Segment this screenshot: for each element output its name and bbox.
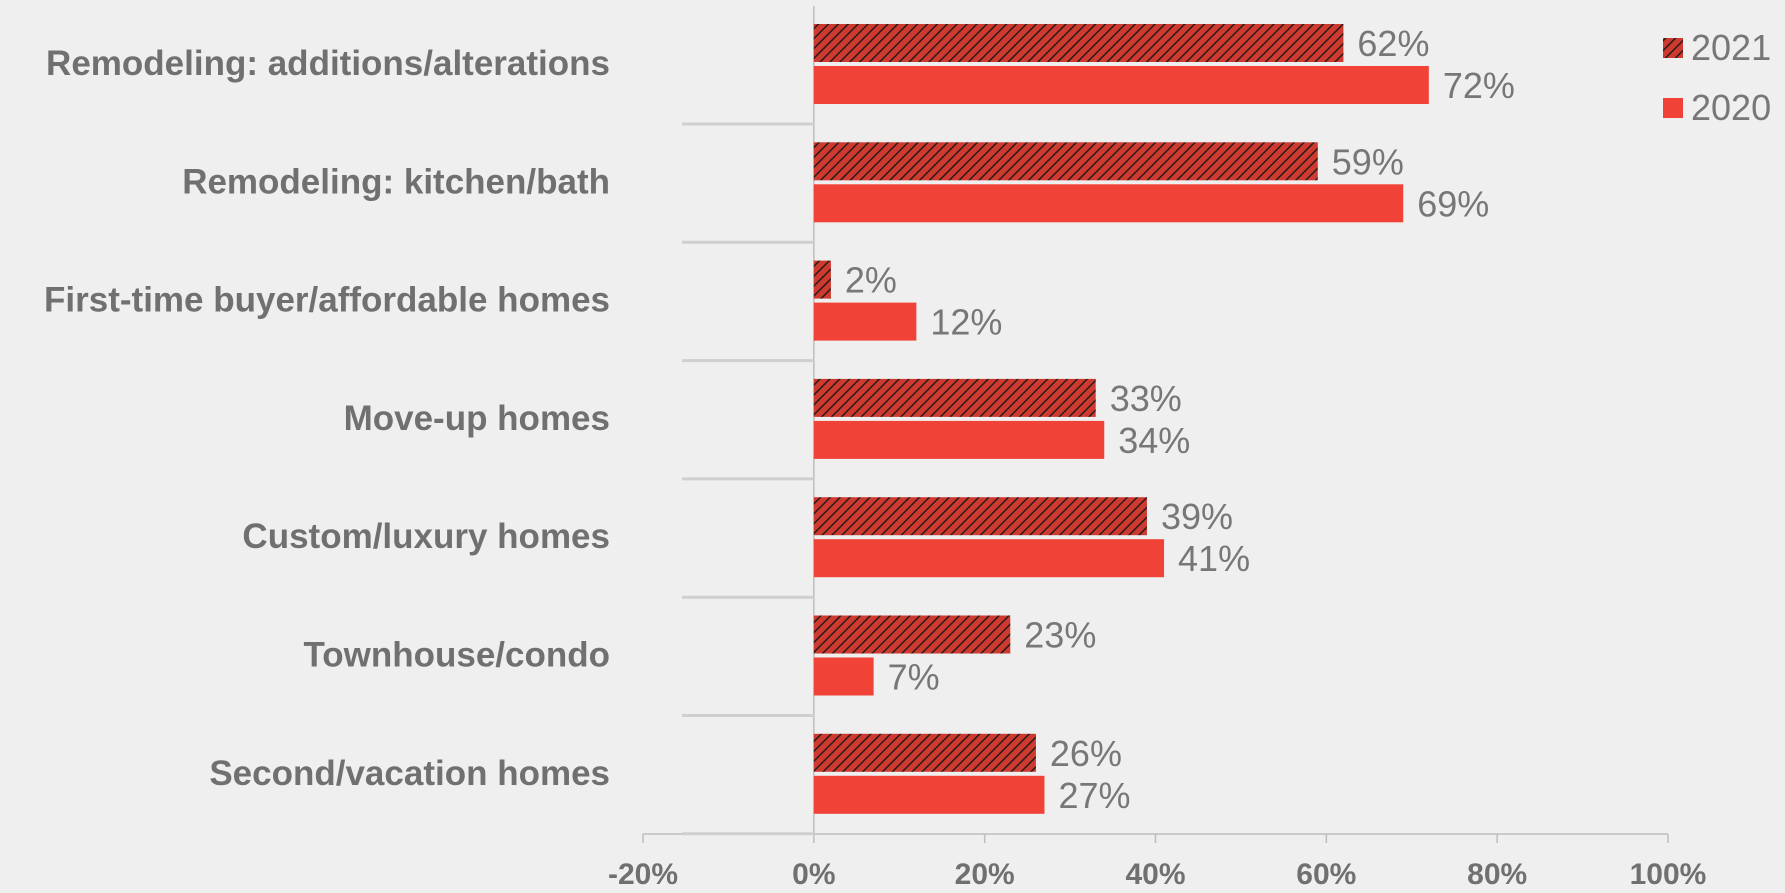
data-label-2020: 27% [1058, 775, 1130, 816]
x-tick-label: 20% [955, 858, 1015, 891]
bar-2020 [813, 184, 1404, 223]
data-label-2020: 34% [1118, 420, 1190, 461]
category-label: Townhouse/condo [303, 636, 610, 675]
data-label-2021: 26% [1050, 733, 1122, 774]
legend-swatch-2021 [1663, 38, 1683, 58]
data-label-2020: 69% [1417, 183, 1489, 224]
chart-plot-area: -20% 0% 20% 40% 60% 80% 100% Remodeling: additi… [44, 6, 1771, 891]
bar-2020 [813, 775, 1045, 814]
x-tick-label: -20% [608, 858, 678, 891]
data-label-2021: 23% [1024, 615, 1096, 656]
data-label-2021: 33% [1110, 378, 1182, 419]
data-label-2021: 62% [1357, 23, 1429, 64]
x-tick-label: 60% [1296, 858, 1356, 891]
data-label-2020: 7% [888, 657, 940, 698]
legend-label-2021: 2021 [1691, 27, 1771, 68]
data-label-2021: 59% [1332, 141, 1404, 182]
data-label-2021: 39% [1161, 496, 1233, 537]
bar-2020 [813, 657, 874, 696]
bar-2021 [813, 733, 1036, 772]
data-label-2020: 72% [1443, 65, 1515, 106]
bar-2021 [813, 497, 1147, 536]
bar-2021 [813, 615, 1011, 654]
legend-label-2020: 2020 [1691, 87, 1771, 128]
data-label-2020: 41% [1178, 538, 1250, 579]
bar-2021 [813, 378, 1096, 417]
category-label: Second/vacation homes [209, 754, 610, 793]
category-label: First-time buyer/affordable homes [44, 281, 610, 320]
bar-2021 [813, 260, 831, 299]
x-tick-label: 0% [792, 858, 835, 891]
category-label: Remodeling: additions/alterations [46, 44, 610, 83]
category-label: Remodeling: kitchen/bath [182, 162, 610, 201]
bar-2021 [813, 142, 1318, 181]
x-tick-label: 40% [1125, 858, 1185, 891]
x-tick-label: 80% [1467, 858, 1527, 891]
bar-2020 [813, 66, 1429, 104]
bar-2021 [813, 24, 1344, 62]
category-label: Custom/luxury homes [242, 517, 610, 556]
data-label-2020: 12% [930, 302, 1002, 343]
bar-2020 [813, 420, 1105, 459]
category-label: Move-up homes [344, 399, 610, 438]
x-tick-label: 100% [1630, 858, 1707, 891]
legend-swatch-2020 [1663, 98, 1683, 118]
bar-2020 [813, 302, 917, 341]
bar-2020 [813, 539, 1165, 578]
data-label-2021: 2% [845, 260, 897, 301]
